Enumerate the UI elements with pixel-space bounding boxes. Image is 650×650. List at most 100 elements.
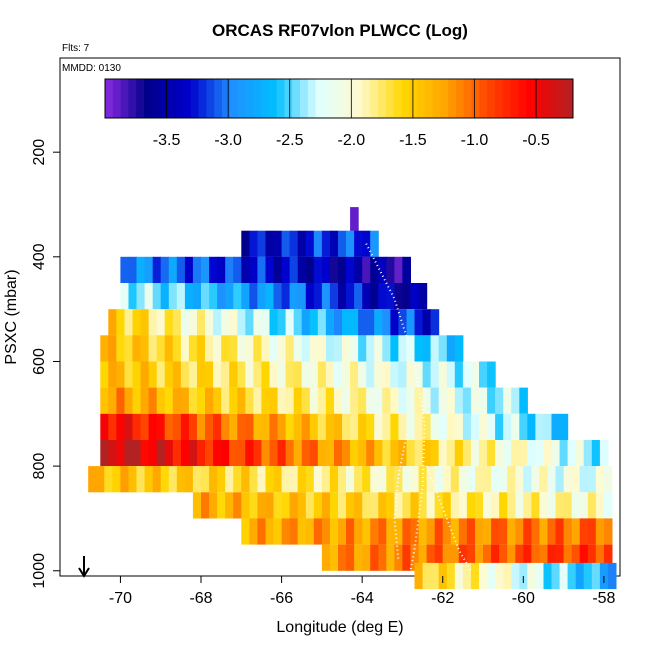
heatmap-cell xyxy=(587,518,597,545)
heatmap-cell xyxy=(519,387,528,414)
colorbar-segment xyxy=(370,79,379,118)
heatmap-cell xyxy=(386,283,395,310)
heatmap-cell xyxy=(579,466,589,493)
heatmap-cell xyxy=(164,361,174,388)
heatmap-cell xyxy=(378,466,387,493)
heatmap-cell xyxy=(225,256,234,283)
flight-track xyxy=(115,266,122,275)
heatmap-cell xyxy=(293,309,303,336)
heatmap-cell xyxy=(249,466,258,493)
heatmap-cell xyxy=(285,361,295,388)
heatmap-cell xyxy=(430,387,440,414)
heatmap-cell xyxy=(382,387,391,414)
colorbar-segment xyxy=(495,79,504,118)
heatmap-cell xyxy=(334,335,343,362)
heatmap-cell xyxy=(325,387,335,414)
heatmap-cell xyxy=(192,256,202,283)
heatmap-cell xyxy=(370,518,379,545)
heatmap-cell xyxy=(378,518,387,545)
heatmap-cell xyxy=(201,256,210,283)
heatmap-cell xyxy=(305,256,315,283)
heatmap-cell xyxy=(583,440,593,467)
heatmap-cell xyxy=(446,562,456,590)
heatmap-cell xyxy=(205,335,214,362)
heatmap-cell xyxy=(362,283,371,310)
heatmap-cell xyxy=(213,387,222,414)
colorbar-segment xyxy=(214,79,223,118)
heatmap-cell xyxy=(342,361,351,388)
heatmap-cell xyxy=(152,466,162,493)
heatmap-cell xyxy=(370,466,379,493)
heatmap-cell xyxy=(442,492,452,519)
heatmap-cell xyxy=(289,230,299,257)
heatmap-cell xyxy=(309,387,319,414)
heatmap-cell xyxy=(168,283,178,310)
heatmap-cell xyxy=(370,544,379,571)
heatmap-cell xyxy=(491,518,500,545)
heatmap-cell xyxy=(483,492,492,519)
heatmap-cell xyxy=(402,518,411,545)
heatmap-cell xyxy=(281,256,291,283)
heatmap-cell xyxy=(229,309,238,336)
colorbar-segment xyxy=(417,79,426,118)
heatmap-cell xyxy=(172,413,182,440)
heatmap-cell xyxy=(313,283,323,310)
heatmap-cell xyxy=(426,466,436,493)
heatmap-cell xyxy=(233,283,242,310)
heatmap-cell xyxy=(366,387,375,414)
heatmap-cell xyxy=(261,309,270,336)
heatmap-cell xyxy=(156,309,166,336)
heatmap-cell xyxy=(265,283,275,310)
heatmap-cell xyxy=(382,413,391,440)
heatmap-cell xyxy=(285,413,295,440)
heatmap-cell xyxy=(414,413,424,440)
colorbar-tick-label: -2.0 xyxy=(338,132,366,149)
heatmap-cell xyxy=(261,413,270,440)
heatmap-cell xyxy=(543,440,553,467)
heatmap-cell xyxy=(221,361,230,388)
heatmap-cell xyxy=(374,413,383,440)
colorbar-segment xyxy=(237,79,246,118)
heatmap-cell xyxy=(378,544,387,571)
heatmap-cell xyxy=(213,335,222,362)
colorbar-segment xyxy=(222,79,231,118)
heatmap-cell xyxy=(398,440,407,467)
heatmap-cell xyxy=(116,361,125,388)
heatmap-cell xyxy=(466,466,476,493)
heatmap-cell xyxy=(108,309,117,336)
heatmap-cell xyxy=(128,256,138,283)
heatmap-cell xyxy=(257,466,266,493)
heatmap-cell xyxy=(201,283,210,310)
heatmap-cell xyxy=(422,335,432,362)
heatmap-cell xyxy=(346,230,355,257)
heatmap-cell xyxy=(539,544,548,571)
heatmap-cell xyxy=(491,466,500,493)
heatmap-cell xyxy=(253,335,262,362)
heatmap-cell xyxy=(394,492,403,519)
heatmap-cell xyxy=(563,466,573,493)
heatmap-cell xyxy=(277,413,287,440)
heatmap-cell xyxy=(269,361,279,388)
heatmap-cell xyxy=(249,256,258,283)
y-tick-label: 600 xyxy=(31,348,48,375)
heatmap-cell xyxy=(338,283,347,310)
heatmap-cell xyxy=(172,335,182,362)
heatmap-cell xyxy=(358,440,367,467)
heatmap-cell xyxy=(241,256,250,283)
heatmap-cell xyxy=(176,466,186,493)
heatmap-cell xyxy=(495,387,504,414)
heatmap-cell xyxy=(442,544,452,571)
heatmap-cell xyxy=(325,440,335,467)
colorbar-segment xyxy=(190,79,199,118)
heatmap-cell xyxy=(358,361,367,388)
heatmap-cell xyxy=(164,387,174,414)
heatmap-cell xyxy=(579,518,589,545)
heatmap-cell xyxy=(148,335,158,362)
heatmap-cell xyxy=(350,440,359,467)
colorbar-segment xyxy=(159,79,168,118)
heatmap-cell xyxy=(414,309,424,336)
heatmap-cell xyxy=(378,256,387,283)
heatmap-cell xyxy=(342,440,351,467)
heatmap-cell xyxy=(221,440,230,467)
x-tick-label: -62 xyxy=(431,590,454,607)
